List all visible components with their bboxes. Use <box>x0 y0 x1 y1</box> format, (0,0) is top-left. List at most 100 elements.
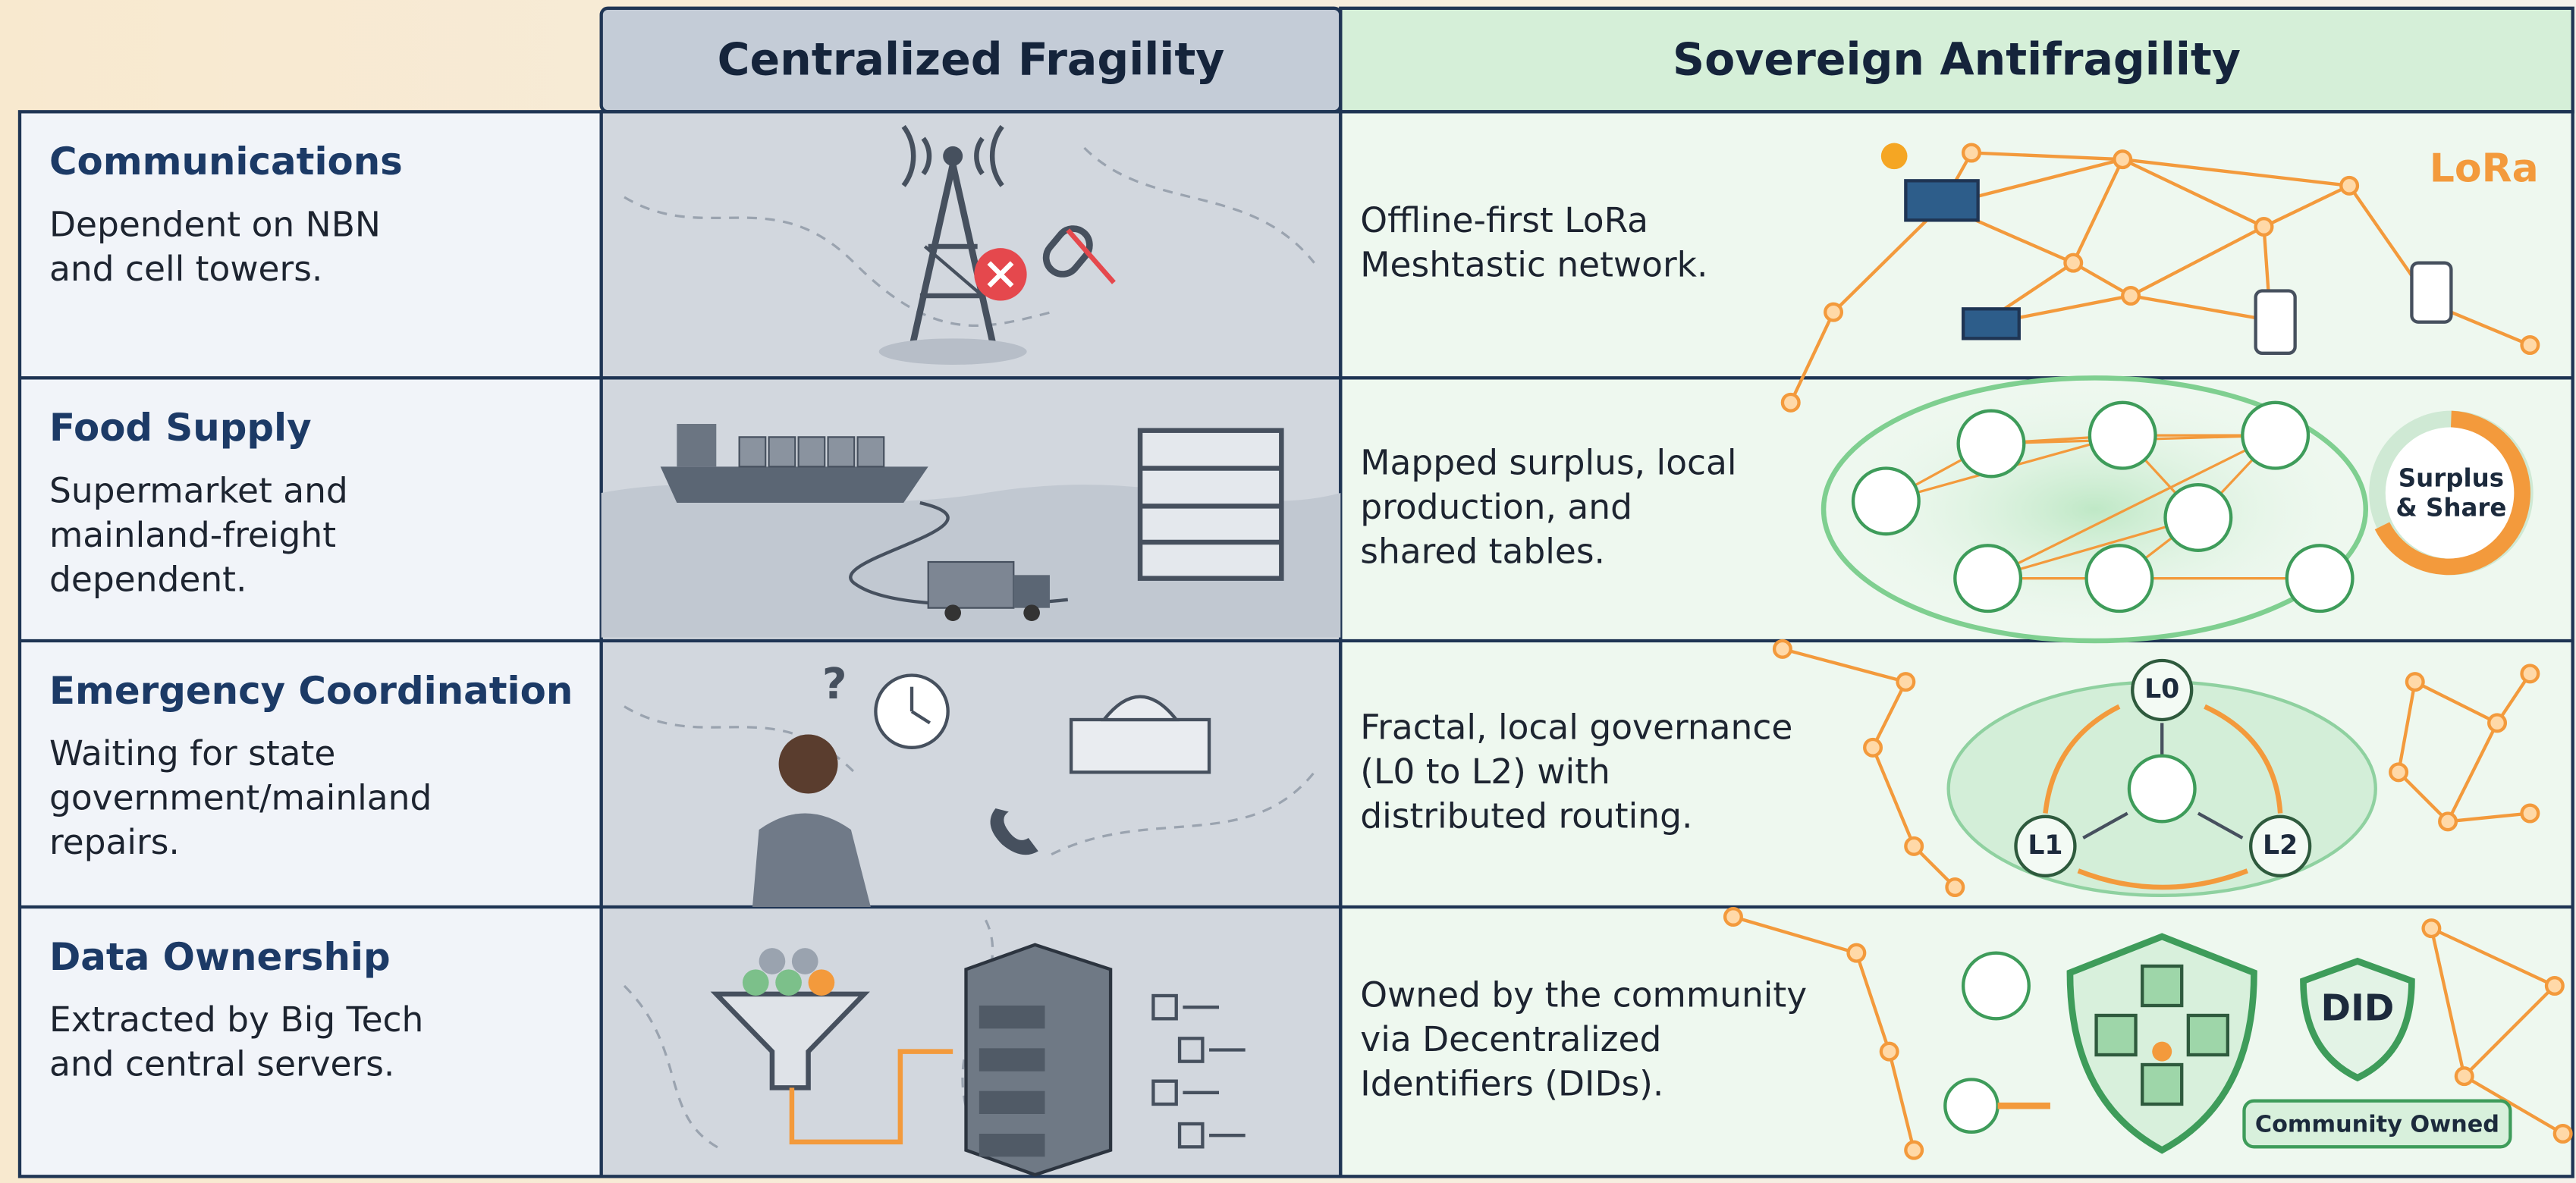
map-line <box>623 984 724 1152</box>
container <box>827 436 856 468</box>
current-description: and central servers. <box>49 1044 394 1084</box>
mesh-node <box>2121 286 2141 306</box>
governance-arrow <box>2204 704 2283 814</box>
funnel <box>710 991 870 1090</box>
governance-node <box>2249 814 2312 877</box>
mesh-link <box>1871 681 1908 748</box>
alternative-description: production, and <box>1360 487 1632 527</box>
user-avatar <box>1961 951 2031 1021</box>
row-title: Communications <box>49 140 403 184</box>
clock-hand <box>910 710 931 725</box>
donut-arc <box>2374 410 2530 576</box>
mesh-link <box>2072 261 2132 297</box>
governance-node <box>2131 658 2194 722</box>
person <box>752 813 871 907</box>
user-icon <box>759 948 786 974</box>
server-slot <box>979 1048 1045 1072</box>
alternative-description: Mapped surplus, local <box>1360 443 1736 483</box>
community-badge: Community Owned <box>2255 1112 2499 1138</box>
data-flow <box>789 1049 953 1145</box>
block-cube <box>2186 1013 2230 1057</box>
tower <box>908 163 957 350</box>
column-header: Centralized Fragility <box>718 33 1225 85</box>
current-description: mainland-freight <box>49 515 336 555</box>
mesh-node <box>1879 1041 1899 1062</box>
signal <box>901 124 916 187</box>
mesh-node <box>2438 811 2458 832</box>
mesh-node <box>2544 976 2565 996</box>
mesh-link <box>1855 952 1891 1053</box>
food-node <box>2241 400 2311 470</box>
did-shield <box>2300 957 2415 1082</box>
solar-panel <box>1961 307 2021 340</box>
alternative-description: Fractal, local governance <box>1360 707 1792 747</box>
current-description: Waiting for state <box>49 733 335 774</box>
food-node <box>2285 544 2355 613</box>
mesh-node <box>1824 302 1844 322</box>
did-badge: DID <box>2321 987 2395 1029</box>
mesh-link <box>1987 516 2199 580</box>
food-node <box>1956 409 2026 479</box>
tower <box>949 163 997 350</box>
alternative-description: via Decentralized <box>1360 1019 1661 1059</box>
mesh-node <box>2552 1124 2573 1144</box>
building-dome <box>1100 695 1180 722</box>
tower <box>923 245 984 297</box>
user-avatar <box>1943 1078 2000 1134</box>
mesh-node <box>2520 664 2540 684</box>
governance-level: L2 <box>2263 830 2298 861</box>
solar-panel <box>1904 179 1980 222</box>
mesh-node <box>2421 918 2442 939</box>
alternative-description: Offline-first LoRa <box>1360 200 1648 240</box>
current-description: repairs. <box>49 822 180 862</box>
alternative-description: (L0 to L2) with <box>1360 752 1610 792</box>
tower-shadow <box>878 338 1027 365</box>
container <box>738 436 767 468</box>
data-block <box>1177 1037 1205 1063</box>
governance-node <box>2014 814 2077 877</box>
row-title: Food Supply <box>49 406 312 450</box>
mesh-link <box>2122 158 2350 187</box>
mesh-link <box>1887 1051 1916 1151</box>
mesh-link <box>1782 647 1906 684</box>
alternative-description: distributed routing. <box>1360 795 1692 836</box>
person-head <box>778 734 838 794</box>
phone <box>2254 289 2297 355</box>
truck-cab <box>1013 575 1050 608</box>
mesh-link <box>2130 225 2265 297</box>
broken-link <box>1042 225 1093 278</box>
mesh-node <box>1945 877 1965 897</box>
mesh-node <box>2487 713 2508 733</box>
current-description: government/mainland <box>49 778 432 818</box>
mesh-node <box>1961 143 1981 163</box>
food-node <box>1953 544 2023 613</box>
mesh-link <box>2430 927 2466 1077</box>
mesh-link <box>1789 311 1836 403</box>
container <box>768 436 796 468</box>
container <box>797 436 826 468</box>
governance-level: L1 <box>2028 830 2062 861</box>
block-cube <box>2094 1013 2138 1057</box>
surplus-badge: & Share <box>2395 494 2506 522</box>
governance-link <box>2082 811 2128 839</box>
tower-top <box>943 146 963 166</box>
food-node <box>2163 483 2233 552</box>
current-description: Supermarket and <box>49 470 348 510</box>
mesh-node <box>1904 836 1924 856</box>
mesh-link <box>2463 1075 2564 1135</box>
current-description: Dependent on NBN <box>49 204 381 244</box>
user-icon <box>791 948 818 974</box>
row-title: Emergency Coordination <box>49 669 573 713</box>
block-cube <box>2141 1062 2184 1106</box>
mesh-node <box>1772 639 1792 659</box>
block-cube <box>2141 964 2184 1008</box>
mesh-node <box>2254 217 2274 237</box>
mesh-node <box>1896 672 1916 692</box>
mesh-node <box>2113 149 2133 170</box>
lora-logo: LoRa <box>2430 146 2539 191</box>
server-slot <box>979 1090 1045 1114</box>
mesh-link <box>2263 184 2351 228</box>
alternative-description: shared tables. <box>1360 532 1605 572</box>
mesh-link <box>2430 927 2556 987</box>
mesh-node <box>2389 762 2409 783</box>
